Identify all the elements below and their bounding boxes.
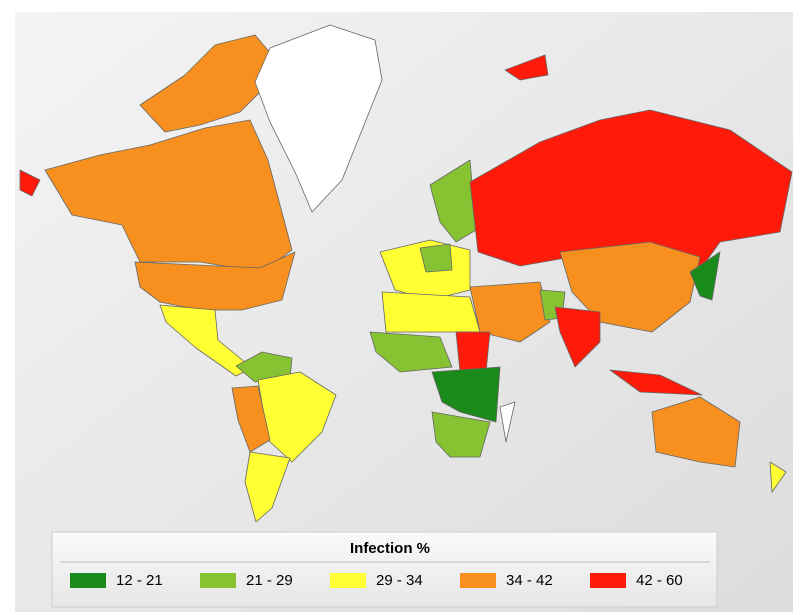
andes — [231, 385, 271, 453]
alaska-tip — [19, 169, 41, 197]
usa — [134, 251, 296, 311]
legend-label: 29 - 34 — [376, 572, 423, 589]
central-africa — [431, 366, 501, 423]
legend-swatch — [330, 573, 366, 588]
legend-label: 34 - 42 — [506, 572, 553, 589]
middle-east — [469, 281, 551, 343]
canada — [44, 119, 293, 273]
legend-label: 12 - 21 — [116, 572, 163, 589]
sudan — [455, 331, 491, 373]
russia — [469, 109, 793, 271]
legend-items: 12 - 21 21 - 29 29 - 34 34 - 42 42 - 60 — [70, 572, 683, 589]
legend-title: Infection % — [350, 540, 430, 557]
legend: Infection % 12 - 21 21 - 29 29 - 34 34 - 42… — [51, 531, 718, 608]
legend-swatch — [200, 573, 236, 588]
new-zealand — [769, 461, 787, 493]
north-africa — [381, 291, 481, 333]
india — [554, 306, 601, 368]
west-africa — [369, 331, 453, 373]
central-europe — [419, 243, 453, 273]
arctic-russia — [504, 54, 549, 81]
legend-box — [51, 531, 718, 608]
indonesia — [609, 369, 703, 396]
legend-swatch — [460, 573, 496, 588]
greenland — [254, 24, 383, 213]
legend-swatch — [70, 573, 106, 588]
australia — [651, 396, 741, 468]
madagascar — [499, 401, 516, 443]
legend-swatch — [590, 573, 626, 588]
scandinavia — [429, 159, 477, 243]
northern-south-america — [235, 351, 293, 383]
legend-label: 21 - 29 — [246, 572, 293, 589]
world-map — [19, 24, 793, 523]
japan — [689, 251, 721, 301]
china — [559, 241, 701, 333]
legend-label: 42 - 60 — [636, 572, 683, 589]
southern-cone — [244, 451, 291, 523]
southern-africa — [431, 411, 491, 458]
